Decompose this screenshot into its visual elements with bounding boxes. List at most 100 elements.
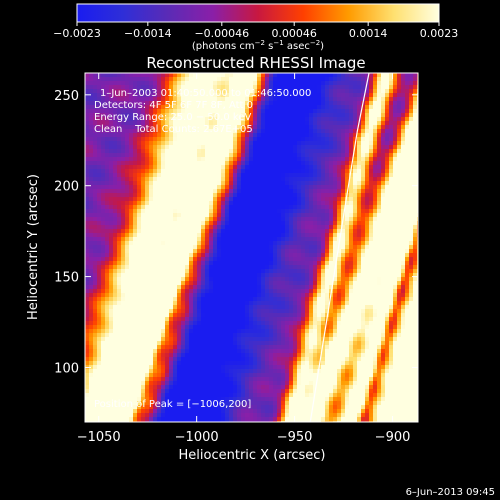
heatmap-cell — [325, 205, 330, 210]
heatmap-cell — [381, 261, 386, 266]
heatmap-cell — [149, 225, 154, 230]
heatmap-cell — [253, 285, 258, 290]
heatmap-cell — [329, 169, 334, 174]
heatmap-cell — [209, 173, 214, 178]
heatmap-cell — [101, 93, 106, 98]
heatmap-cell — [349, 137, 354, 142]
heatmap-cell — [125, 269, 130, 274]
heatmap-cell — [273, 121, 278, 126]
heatmap-cell — [169, 101, 174, 106]
heatmap-cell — [341, 73, 346, 78]
heatmap-cell — [189, 273, 194, 278]
heatmap-cell — [169, 197, 174, 202]
heatmap-cell — [109, 113, 114, 118]
heatmap-cell — [337, 149, 342, 154]
heatmap-cell — [405, 217, 410, 222]
heatmap-cell — [329, 101, 334, 106]
heatmap-cell — [369, 233, 374, 238]
heatmap-cell — [217, 241, 222, 246]
heatmap-cell — [213, 185, 218, 190]
heatmap-cell — [177, 185, 182, 190]
heatmap-cell — [405, 177, 410, 182]
heatmap-cell — [237, 249, 242, 254]
heatmap-cell — [405, 213, 410, 218]
heatmap-cell — [349, 81, 354, 86]
heatmap-cell — [289, 201, 294, 206]
heatmap-cell — [225, 121, 230, 126]
heatmap-cell — [297, 185, 302, 190]
heatmap-cell — [101, 89, 106, 94]
heatmap-cell — [173, 221, 178, 226]
heatmap-cell — [401, 273, 406, 278]
heatmap-cell — [369, 265, 374, 270]
heatmap-cell — [381, 257, 386, 262]
heatmap-cell — [209, 217, 214, 222]
heatmap-cell — [353, 173, 358, 178]
heatmap-cell — [409, 185, 414, 190]
heatmap-cell — [121, 297, 126, 302]
heatmap-cell — [173, 149, 178, 154]
heatmap-cell — [217, 213, 222, 218]
heatmap-cell — [397, 177, 402, 182]
heatmap-cell — [301, 173, 306, 178]
heatmap-cell — [357, 253, 362, 258]
heatmap-cell — [125, 105, 130, 110]
heatmap-cell — [221, 233, 226, 238]
heatmap-cell — [341, 153, 346, 158]
heatmap-cell — [117, 197, 122, 202]
heatmap-cell — [133, 133, 138, 138]
heatmap-cell — [373, 77, 378, 82]
heatmap-cell — [413, 193, 418, 198]
heatmap-cell — [265, 249, 270, 254]
heatmap-cell — [385, 277, 390, 282]
heatmap-cell — [393, 285, 398, 290]
heatmap-cell — [141, 309, 146, 314]
heatmap-cell — [297, 77, 302, 82]
heatmap-cell — [133, 249, 138, 254]
heatmap-cell — [341, 177, 346, 182]
heatmap-cell — [389, 177, 394, 182]
heatmap-cell — [293, 269, 298, 274]
heatmap-cell — [209, 77, 214, 82]
heatmap-cell — [293, 157, 298, 162]
heatmap-cell — [273, 261, 278, 266]
heatmap-cell — [325, 73, 330, 78]
heatmap-cell — [201, 225, 206, 230]
heatmap-cell — [361, 77, 366, 82]
heatmap-cell — [257, 281, 262, 286]
heatmap-cell — [121, 225, 126, 230]
heatmap-cell — [293, 265, 298, 270]
heatmap-cell — [201, 197, 206, 202]
heatmap-cell — [233, 137, 238, 142]
heatmap-cell — [89, 281, 94, 286]
heatmap-cell — [249, 221, 254, 226]
heatmap-cell — [93, 217, 98, 222]
heatmap-cell — [357, 85, 362, 90]
heatmap-cell — [333, 133, 338, 138]
heatmap-cell — [205, 229, 210, 234]
heatmap-cell — [225, 89, 230, 94]
heatmap-cell — [357, 73, 362, 78]
heatmap-cell — [345, 217, 350, 222]
heatmap-cell — [165, 249, 170, 254]
heatmap-cell — [85, 149, 90, 154]
heatmap-cell — [365, 177, 370, 182]
heatmap-cell — [213, 273, 218, 278]
heatmap-cell — [413, 305, 418, 310]
heatmap-cell — [289, 109, 294, 114]
heatmap-cell — [365, 305, 370, 310]
heatmap-cell — [381, 293, 386, 298]
heatmap-cell — [121, 269, 126, 274]
heatmap-cell — [121, 105, 126, 110]
heatmap-cell — [173, 297, 178, 302]
heatmap-cell — [269, 221, 274, 226]
heatmap-cell — [389, 113, 394, 118]
heatmap-cell — [365, 245, 370, 250]
heatmap-cell — [333, 141, 338, 146]
heatmap-cell — [201, 229, 206, 234]
heatmap-cell — [97, 189, 102, 194]
heatmap-cell — [89, 249, 94, 254]
heatmap-cell — [253, 237, 258, 242]
heatmap-cell — [305, 93, 310, 98]
heatmap-cell — [413, 73, 418, 78]
